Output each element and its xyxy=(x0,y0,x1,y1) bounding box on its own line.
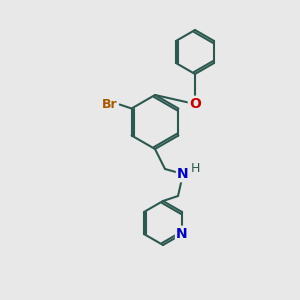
Text: Br: Br xyxy=(102,98,117,111)
Text: N: N xyxy=(177,167,189,181)
Text: H: H xyxy=(190,163,200,176)
Text: N: N xyxy=(176,227,188,241)
Text: O: O xyxy=(189,97,201,111)
